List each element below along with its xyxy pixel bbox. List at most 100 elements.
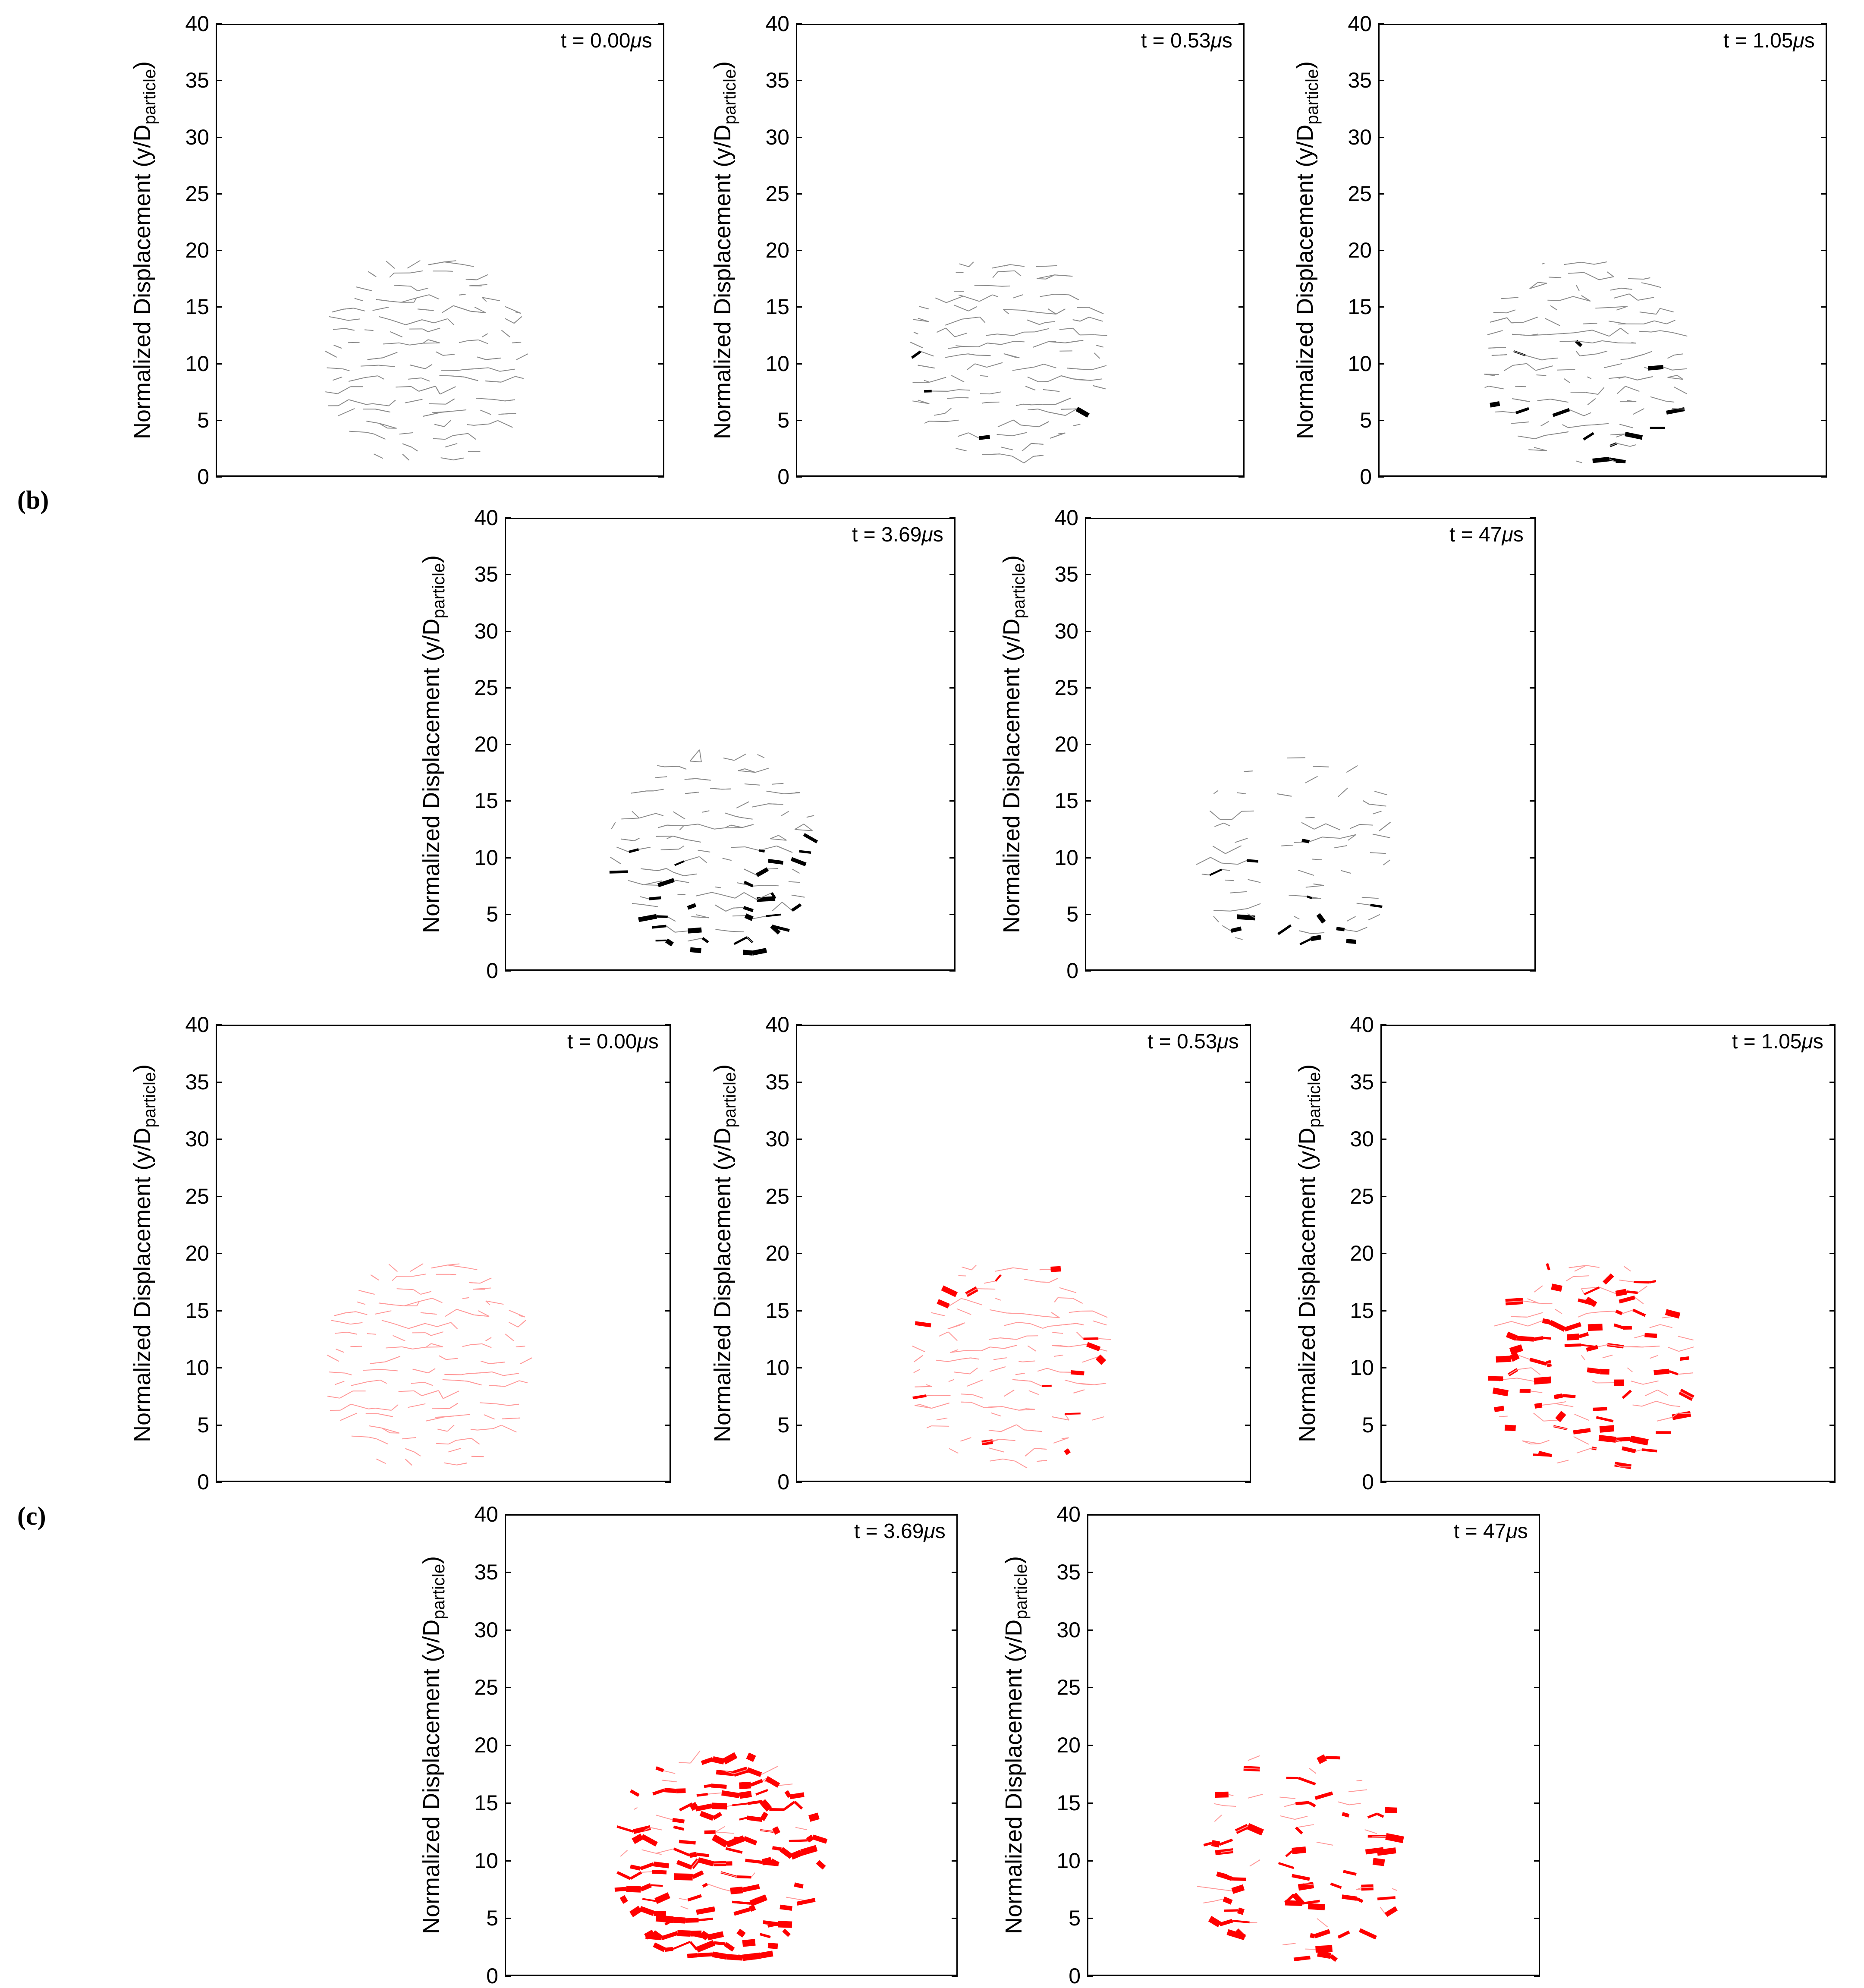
- y-tick-label: 15: [755, 296, 789, 318]
- bond: [1513, 364, 1527, 365]
- bond: [914, 1369, 920, 1373]
- bond: [1062, 1438, 1069, 1439]
- bond: [439, 1356, 446, 1359]
- y-tick-label: 0: [464, 960, 498, 981]
- damaged-bond: [732, 1902, 751, 1903]
- y-tick-label: 5: [175, 1414, 209, 1436]
- y-tick-label: 40: [1046, 1504, 1081, 1525]
- bond: [368, 358, 383, 359]
- bond: [1668, 375, 1677, 377]
- bond: [1617, 386, 1625, 393]
- bond: [970, 1368, 978, 1374]
- damaged-bond: [630, 1866, 640, 1868]
- bond: [370, 1362, 385, 1364]
- bond: [1014, 341, 1025, 342]
- bond: [656, 1815, 673, 1820]
- bond: [1619, 424, 1633, 428]
- y-tick-label: 15: [464, 1792, 498, 1814]
- bond: [1598, 387, 1604, 394]
- bond: [377, 1439, 388, 1444]
- damaged-bond: [747, 1770, 761, 1775]
- bond: [946, 296, 963, 302]
- bond: [632, 811, 639, 818]
- damaged-bond: [817, 1862, 824, 1868]
- bond: [966, 1299, 982, 1305]
- y-tick-label: 15: [1339, 1300, 1374, 1321]
- bond: [1052, 1417, 1069, 1420]
- damaged-bond: [1619, 1297, 1635, 1302]
- bond: [406, 320, 422, 325]
- bond: [436, 386, 440, 394]
- bond: [446, 1359, 458, 1360]
- bond: [980, 317, 985, 323]
- bond: [1338, 788, 1348, 796]
- damaged-bond: [1286, 1851, 1292, 1857]
- bond: [371, 1275, 379, 1280]
- y-tick-label: 10: [464, 1850, 498, 1872]
- bond: [1098, 1339, 1111, 1340]
- bond: [389, 400, 396, 406]
- damaged-bond: [711, 1786, 726, 1787]
- bond: [1636, 1450, 1642, 1451]
- bond: [967, 364, 975, 370]
- bond: [1076, 1324, 1084, 1325]
- bond: [1592, 330, 1609, 336]
- bond: [1077, 1332, 1084, 1339]
- bond: [621, 818, 639, 819]
- damaged-bond: [1318, 1757, 1326, 1761]
- bond: [1584, 273, 1599, 280]
- damaged-bond: [1302, 1901, 1320, 1903]
- bond: [1048, 1325, 1059, 1327]
- bond: [1305, 776, 1318, 783]
- bond: [1056, 309, 1066, 314]
- damaged-bond: [1300, 939, 1311, 944]
- bond: [786, 1897, 805, 1900]
- damaged-bond: [688, 1896, 701, 1900]
- damaged-bond: [1553, 410, 1569, 416]
- y-tick-label: 5: [1339, 1414, 1374, 1436]
- y-tick-label: 25: [1337, 183, 1372, 204]
- bond: [410, 271, 423, 273]
- bond: [963, 296, 980, 301]
- bond: [408, 1404, 425, 1408]
- bond: [959, 295, 963, 296]
- bond: [612, 822, 616, 829]
- bond: [423, 412, 440, 416]
- bond: [679, 846, 684, 849]
- bond: [764, 885, 779, 886]
- bond: [451, 376, 464, 377]
- damaged-bond: [631, 1909, 640, 1915]
- y-tick-label: 5: [1337, 409, 1372, 431]
- bond: [621, 839, 635, 841]
- bond: [716, 1832, 734, 1833]
- bond: [747, 937, 753, 942]
- bond: [1537, 399, 1551, 401]
- bond: [959, 264, 969, 267]
- bond: [1069, 1344, 1087, 1347]
- bond: [349, 377, 365, 381]
- particle-mesh: [505, 518, 956, 971]
- damaged-bond: [763, 1860, 771, 1862]
- damaged-bond: [734, 937, 747, 944]
- damaged-bond: [641, 1885, 651, 1890]
- mesh-bonds: [327, 1264, 532, 1466]
- bond: [1511, 422, 1529, 424]
- bond: [930, 377, 946, 382]
- particle-mesh: [1085, 518, 1536, 971]
- bond: [710, 788, 722, 789]
- bond: [995, 1298, 1001, 1300]
- bond: [397, 1289, 414, 1290]
- bond: [1576, 285, 1579, 291]
- bond: [378, 1414, 393, 1417]
- bond: [418, 288, 428, 291]
- bond: [681, 1906, 688, 1909]
- bond: [334, 345, 342, 348]
- bond: [924, 421, 929, 423]
- damaged-bond: [1669, 1371, 1678, 1374]
- damaged-bond: [622, 1897, 626, 1903]
- bond: [390, 273, 394, 277]
- damaged-bond: [742, 1942, 755, 1944]
- bond: [363, 1369, 381, 1370]
- bond: [947, 398, 959, 399]
- bond: [998, 420, 1013, 427]
